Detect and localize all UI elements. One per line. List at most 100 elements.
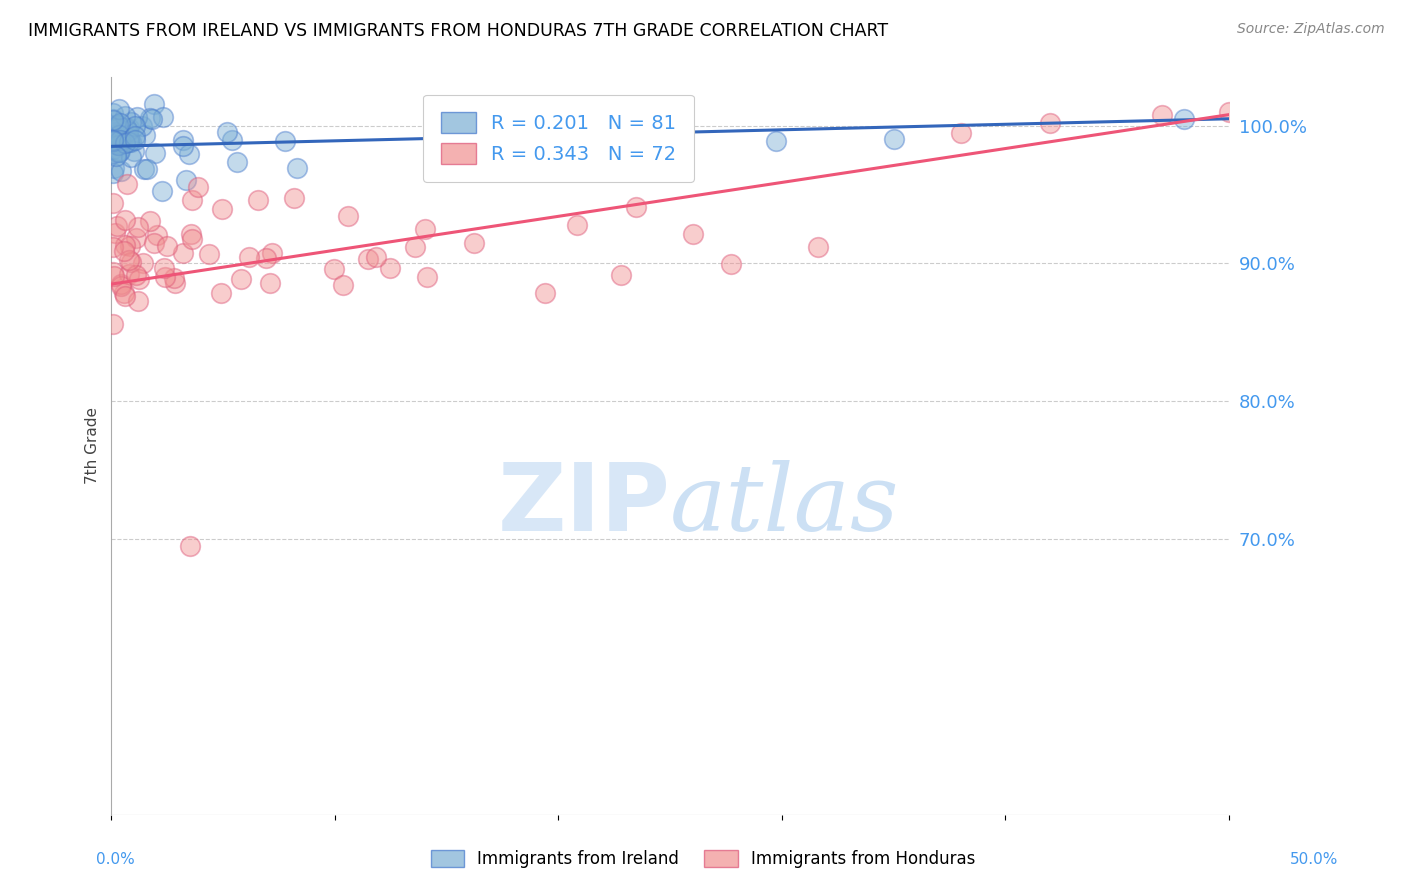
Text: Source: ZipAtlas.com: Source: ZipAtlas.com (1237, 22, 1385, 37)
Point (112, 131, 135, 145)
Point (103, 128, 125, 143)
Point (107, 118, 129, 132)
Point (238, 250, 260, 264)
Point (103, 317, 125, 331)
Point (174, 173, 197, 187)
Point (260, 246, 283, 260)
Legend: R = 0.201   N = 81, R = 0.343   N = 72: R = 0.201 N = 81, R = 0.343 N = 72 (423, 95, 693, 182)
Point (449, 160, 471, 174)
Point (229, 272, 252, 286)
Point (101, 113, 124, 128)
Point (337, 209, 360, 223)
Point (105, 120, 128, 134)
Point (104, 226, 127, 240)
Point (581, 150, 603, 164)
Point (172, 139, 194, 153)
Point (449, 146, 471, 161)
Point (120, 135, 142, 149)
Point (416, 270, 439, 285)
Y-axis label: 7th Grade: 7th Grade (86, 408, 100, 484)
Point (124, 133, 146, 147)
Point (101, 142, 124, 156)
Point (1218, 104, 1240, 119)
Point (150, 184, 173, 198)
Point (1039, 116, 1062, 130)
Point (101, 133, 124, 147)
Point (141, 112, 163, 126)
Point (426, 121, 449, 136)
Point (163, 277, 186, 291)
Text: atlas: atlas (671, 460, 900, 550)
Point (117, 177, 139, 191)
Point (114, 109, 136, 123)
Point (152, 111, 174, 125)
Point (114, 136, 136, 150)
Point (179, 539, 201, 553)
Point (197, 246, 219, 260)
Point (114, 289, 136, 303)
Text: 0.0%: 0.0% (96, 852, 135, 867)
Point (682, 227, 704, 241)
Point (101, 265, 124, 279)
Point (162, 271, 184, 285)
Point (101, 134, 124, 148)
Point (146, 227, 169, 242)
Point (463, 235, 485, 250)
Point (136, 161, 159, 176)
Point (565, 219, 588, 233)
Point (105, 128, 128, 142)
Point (104, 118, 127, 132)
Point (138, 214, 160, 228)
Text: ZIP: ZIP (498, 459, 671, 551)
Point (156, 239, 179, 253)
Point (254, 251, 277, 265)
Point (117, 124, 139, 138)
Point (765, 135, 787, 149)
Point (125, 268, 148, 282)
Point (107, 128, 129, 142)
Point (105, 149, 128, 163)
Point (534, 286, 557, 301)
Point (101, 196, 124, 211)
Point (108, 133, 131, 147)
Point (139, 111, 162, 125)
Text: 50.0%: 50.0% (1291, 852, 1339, 867)
Point (153, 269, 176, 284)
Point (120, 150, 142, 164)
Point (366, 250, 388, 264)
Point (134, 161, 156, 176)
Point (180, 232, 202, 246)
Point (103, 268, 125, 283)
Point (142, 236, 165, 251)
Point (127, 294, 149, 309)
Point (105, 145, 128, 160)
Point (108, 116, 131, 130)
Point (610, 268, 633, 283)
Point (105, 219, 128, 233)
Point (125, 231, 148, 245)
Point (583, 136, 606, 150)
Point (114, 238, 136, 252)
Point (108, 145, 131, 159)
Point (114, 285, 136, 300)
Point (101, 137, 124, 152)
Point (259, 276, 281, 290)
Point (110, 163, 132, 178)
Point (145, 146, 167, 161)
Point (105, 122, 128, 136)
Point (103, 166, 125, 180)
Point (883, 132, 905, 146)
Point (464, 148, 486, 162)
Point (107, 138, 129, 153)
Point (103, 240, 125, 254)
Point (209, 286, 232, 301)
Point (118, 131, 141, 145)
Point (152, 261, 174, 276)
Point (111, 132, 134, 146)
Point (120, 255, 142, 269)
Point (561, 153, 583, 167)
Point (101, 132, 124, 146)
Point (118, 267, 141, 281)
Point (101, 112, 124, 127)
Point (131, 119, 153, 133)
